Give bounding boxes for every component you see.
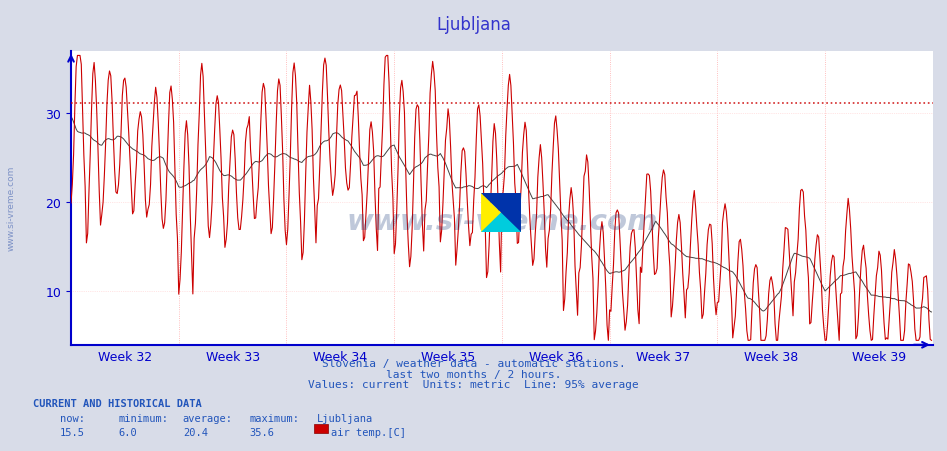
Text: 6.0: 6.0 xyxy=(118,428,137,437)
Text: minimum:: minimum: xyxy=(118,414,169,423)
Text: Ljubljana: Ljubljana xyxy=(317,414,373,423)
Text: Values: current  Units: metric  Line: 95% average: Values: current Units: metric Line: 95% … xyxy=(308,379,639,389)
Text: air temp.[C]: air temp.[C] xyxy=(331,428,406,437)
Text: 35.6: 35.6 xyxy=(249,428,274,437)
Polygon shape xyxy=(481,193,521,233)
Text: 20.4: 20.4 xyxy=(183,428,207,437)
Text: maximum:: maximum: xyxy=(249,414,299,423)
Text: now:: now: xyxy=(60,414,84,423)
Text: last two months / 2 hours.: last two months / 2 hours. xyxy=(385,369,562,379)
Text: 15.5: 15.5 xyxy=(60,428,84,437)
Text: www.si-vreme.com: www.si-vreme.com xyxy=(347,208,657,236)
Text: Slovenia / weather data - automatic stations.: Slovenia / weather data - automatic stat… xyxy=(322,359,625,368)
Polygon shape xyxy=(481,193,521,233)
Text: average:: average: xyxy=(183,414,233,423)
Text: CURRENT AND HISTORICAL DATA: CURRENT AND HISTORICAL DATA xyxy=(33,398,202,408)
Text: Ljubljana: Ljubljana xyxy=(436,16,511,34)
Text: www.si-vreme.com: www.si-vreme.com xyxy=(7,165,16,250)
Polygon shape xyxy=(481,193,521,233)
